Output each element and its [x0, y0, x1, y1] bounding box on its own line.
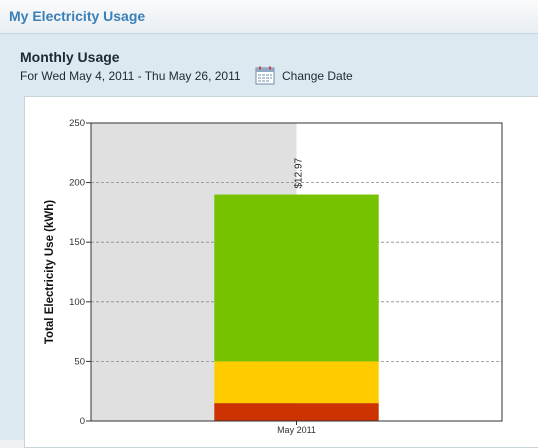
- calendar-icon[interactable]: [255, 66, 275, 85]
- section-title: Monthly Usage: [20, 49, 120, 65]
- bar-total-label: $12.97: [294, 157, 305, 188]
- y-tick-label: 100: [69, 297, 85, 308]
- bar-segment: [214, 403, 379, 421]
- date-range-text: For Wed May 4, 2011 - Thu May 26, 2011: [20, 69, 241, 83]
- y-axis-label: Total Electricity Use (kWh): [44, 200, 56, 344]
- bar-segment: [214, 361, 379, 404]
- y-tick-label: 200: [69, 178, 85, 189]
- y-tick-label: 150: [69, 237, 85, 248]
- usage-chart-card: $12.97 May 2011 0 50 100 150 200 250 Total Elect…: [24, 96, 538, 448]
- page-header: My Electricity Usage: [0, 0, 538, 34]
- usage-chart: $12.97 May 2011 0 50 100 150 200 250 Total Elect…: [44, 118, 503, 435]
- y-tick-label: 50: [74, 356, 85, 367]
- bar-segment: [214, 194, 379, 362]
- page-title: My Electricity Usage: [9, 8, 146, 24]
- y-tick-label: 250: [69, 118, 85, 129]
- y-tick-label: 0: [80, 416, 85, 427]
- change-date-link[interactable]: Change Date: [282, 69, 353, 83]
- plot-frame: [90, 122, 503, 422]
- x-tick-label: May 2011: [277, 425, 316, 435]
